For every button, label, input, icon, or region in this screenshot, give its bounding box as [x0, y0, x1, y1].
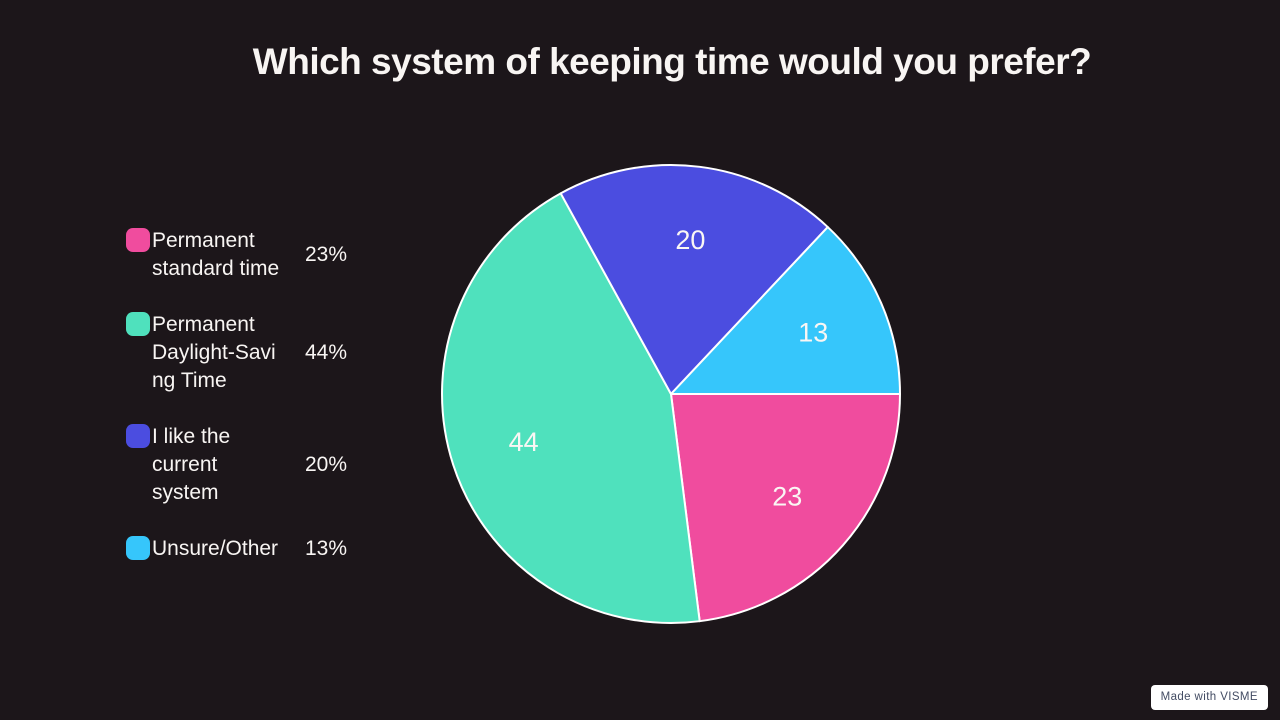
- pie-slice-label: 13: [798, 317, 828, 347]
- legend-item: I like the current system 20%: [126, 423, 347, 507]
- legend-value: 13%: [305, 537, 348, 560]
- legend-label: Permanent standard time: [152, 229, 280, 280]
- legend-item: Permanent standard time 23%: [126, 227, 347, 283]
- pie-slice-1: [670, 393, 901, 623]
- legend-label: Unsure/Other: [152, 537, 279, 560]
- pie-slice-2: [441, 192, 701, 624]
- legend-swatch: [126, 312, 150, 336]
- legend-value: 44%: [305, 341, 348, 364]
- pie-slice-label: 23: [772, 482, 802, 512]
- pie-slice-label: 44: [509, 427, 539, 457]
- legend-value: 23%: [305, 243, 348, 266]
- legend-label: Permanent Daylight-Savi ng Time: [152, 313, 276, 392]
- legend-swatch: [126, 424, 150, 448]
- pie-slice-label: 20: [675, 225, 705, 255]
- made-with-visme-badge[interactable]: Made with VISME: [1150, 685, 1268, 710]
- legend-label: I like the current system: [152, 425, 231, 504]
- legend-value: 20%: [305, 453, 348, 476]
- legend: Permanent standard time 23% Permanent Da…: [126, 227, 347, 563]
- chart-title: Which system of keeping time would you p…: [252, 41, 1092, 82]
- pie-slice-3: [559, 164, 829, 395]
- legend-item: Permanent Daylight-Savi ng Time 44%: [126, 311, 347, 395]
- pie-slice-4: [670, 226, 901, 395]
- legend-swatch: [126, 228, 150, 252]
- pie-chart: 23 44 20 13: [441, 164, 901, 624]
- legend-swatch: [126, 536, 150, 560]
- legend-item: Unsure/Other 13%: [126, 535, 347, 563]
